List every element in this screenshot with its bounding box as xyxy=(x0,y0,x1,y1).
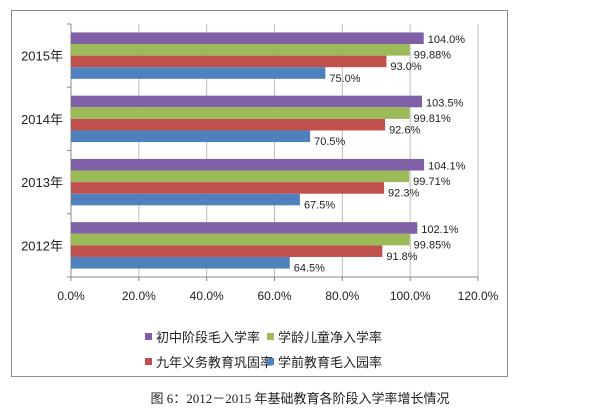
bar xyxy=(71,130,311,143)
data-label: 91.8% xyxy=(386,251,417,263)
data-label: 75.0% xyxy=(329,73,360,85)
data-label: 99.71% xyxy=(413,176,451,188)
bar xyxy=(71,107,410,119)
data-label: 92.6% xyxy=(389,124,420,136)
data-label: 93.0% xyxy=(390,61,421,73)
data-label: 104.1% xyxy=(428,161,466,173)
x-tick-label: 80.0% xyxy=(325,289,359,303)
category-label: 2013年 xyxy=(21,175,63,190)
data-label: 64.5% xyxy=(294,263,325,275)
bar xyxy=(71,67,326,79)
category-label: 2012年 xyxy=(21,238,63,253)
chart-frame xyxy=(11,10,508,377)
bar xyxy=(71,170,410,183)
legend-label: 学龄儿童净入学率 xyxy=(278,330,383,345)
data-label: 67.5% xyxy=(304,199,335,211)
legend-label: 初中阶段毛入学率 xyxy=(156,330,261,345)
x-tick-label: 20.0% xyxy=(122,289,156,303)
legend-label: 学前教育毛入园率 xyxy=(278,355,383,370)
bar xyxy=(71,118,386,131)
bar xyxy=(71,256,290,269)
bar xyxy=(71,158,425,171)
data-label: 102.1% xyxy=(421,224,459,236)
legend-swatch xyxy=(267,358,274,365)
data-label: 99.81% xyxy=(414,113,452,125)
data-label: 99.88% xyxy=(414,50,452,62)
x-tick-label: 60.0% xyxy=(257,289,291,303)
data-label: 92.3% xyxy=(388,188,419,200)
x-tick-label: 40.0% xyxy=(190,289,224,303)
legend-item-junior-high: 初中阶段毛入学率 xyxy=(145,327,260,346)
bar xyxy=(71,44,410,56)
category-label: 2014年 xyxy=(21,112,63,127)
data-label: 99.85% xyxy=(414,239,452,251)
x-tick-label: 0.0% xyxy=(57,289,85,303)
legend-swatch xyxy=(145,358,152,365)
x-tick-label: 120.0% xyxy=(458,289,499,303)
bar xyxy=(71,222,418,234)
bar xyxy=(71,32,424,45)
figure-caption: 图 6：2012－2015 年基础教育各阶段入学率增长情况 xyxy=(150,391,450,406)
bar xyxy=(71,193,300,206)
bar xyxy=(71,95,423,108)
bar xyxy=(71,233,410,246)
legend-item-compulsory: 九年义务教育巩固率 xyxy=(145,352,273,371)
bar xyxy=(71,245,383,257)
legend-item-preschool: 学前教育毛入园率 xyxy=(267,352,382,371)
data-label: 104.0% xyxy=(428,34,466,46)
x-tick-label: 100.0% xyxy=(390,289,431,303)
bar xyxy=(71,182,385,194)
legend-swatch xyxy=(267,333,274,340)
data-label: 103.5% xyxy=(426,97,464,109)
bar xyxy=(71,55,387,68)
legend-item-primary: 学龄儿童净入学率 xyxy=(267,327,382,346)
legend-swatch xyxy=(145,333,152,340)
legend-label: 九年义务教育巩固率 xyxy=(156,355,274,370)
data-label: 70.5% xyxy=(314,136,345,148)
category-label: 2015年 xyxy=(21,49,63,64)
